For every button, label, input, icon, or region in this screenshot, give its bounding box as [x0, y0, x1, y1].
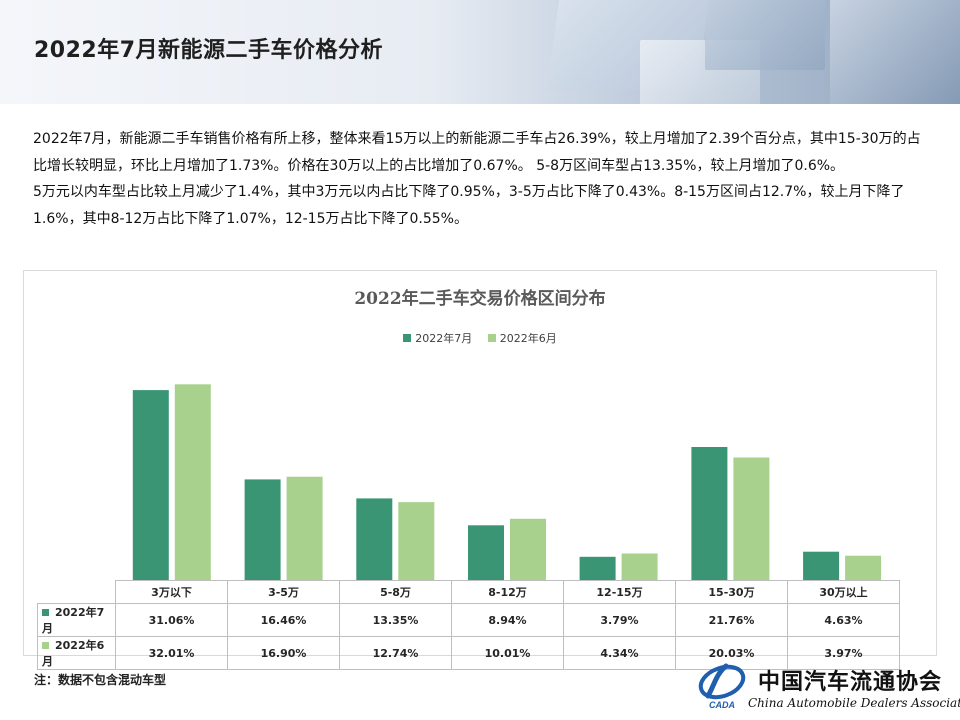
- data-label: 10.01%: [451, 636, 564, 670]
- chart-data-table: 3万以下 3-5万 5-8万 8-12万 12-15万 15-30万 30万以上…: [37, 580, 900, 670]
- footnote: 注：数据不包含混动车型: [34, 673, 167, 687]
- series-row-label: 2022年7月: [37, 603, 116, 637]
- data-label: 8.94%: [451, 603, 564, 637]
- bar-jul-1: [244, 479, 281, 580]
- data-label: 13.35%: [339, 603, 452, 637]
- series-key-jul: [42, 609, 49, 616]
- decorative-cube: [705, 0, 825, 70]
- table-row-jun: 2022年6月 32.01% 16.90% 12.74% 10.01% 4.34…: [37, 636, 900, 670]
- data-label: 12.74%: [339, 636, 452, 670]
- bar-jul-3: [468, 525, 504, 580]
- data-label: 16.46%: [227, 603, 340, 637]
- bar-jun-6: [845, 555, 882, 580]
- bar-jun-1: [286, 476, 323, 580]
- data-label: 4.63%: [787, 603, 900, 637]
- legend-item-jun: 2022年6月: [487, 330, 557, 346]
- category-label: 15-30万: [675, 580, 788, 604]
- paragraph: 5万元以内车型占比较上月减少了1.4%，其中3万元以内占比下降了0.95%，3-…: [33, 184, 905, 227]
- header-banner: [0, 0, 960, 104]
- bar-jun-0: [174, 384, 211, 580]
- data-label: 16.90%: [227, 636, 340, 670]
- legend-label-jul: 2022年7月: [415, 332, 473, 345]
- chart-legend: 2022年7月 2022年6月: [0, 330, 960, 346]
- category-label: 12-15万: [563, 580, 676, 604]
- decorative-cube: [830, 0, 960, 104]
- legend-swatch-jul: [403, 334, 412, 342]
- data-label: 32.01%: [115, 636, 228, 670]
- table-corner: [37, 580, 116, 604]
- analysis-text: 2022年7月，新能源二手车销售价格有所上移，整体来看15万以上的新能源二手车占…: [33, 126, 925, 232]
- series-key-jun: [42, 642, 49, 649]
- table-header-row: 3万以下 3-5万 5-8万 8-12万 12-15万 15-30万 30万以上: [37, 580, 900, 604]
- category-label: 30万以上: [787, 580, 900, 604]
- bar-jul-2: [356, 498, 393, 580]
- legend-label-jun: 2022年6月: [499, 332, 557, 345]
- data-label: 4.34%: [563, 636, 676, 670]
- category-label: 5-8万: [339, 580, 452, 604]
- logo-name-en: China Automobile Dealers Association: [748, 696, 960, 710]
- data-label: 3.97%: [787, 636, 900, 670]
- chart-title: 2022年二手车交易价格区间分布: [354, 289, 606, 309]
- bar-jun-5: [733, 457, 770, 580]
- series-name: 2022年6月: [42, 639, 105, 668]
- cada-logo: CADA 中国汽车流通协会 China Automobile Dealers A…: [696, 658, 960, 716]
- legend-item-jul: 2022年7月: [403, 330, 472, 346]
- category-label: 3万以下: [115, 580, 228, 604]
- bar-jul-5: [691, 447, 728, 580]
- paragraph: 2022年7月，新能源二手车销售价格有所上移，整体来看15万以上的新能源二手车占…: [33, 131, 921, 174]
- table-row-jul: 2022年7月 31.06% 16.46% 13.35% 8.94% 3.79%…: [37, 603, 900, 637]
- series-row-label: 2022年6月: [37, 636, 116, 670]
- cada-logo-mark-icon: CADA: [698, 663, 746, 710]
- legend-swatch-jun: [487, 334, 496, 342]
- bar-jun-4: [621, 553, 658, 580]
- bar-jun-2: [398, 502, 435, 580]
- bar-jul-6: [803, 551, 840, 580]
- data-label: 31.06%: [115, 603, 228, 637]
- bar-jul-4: [579, 556, 616, 580]
- logo-mark-text: CADA: [709, 700, 735, 710]
- bar-jul-0: [132, 390, 169, 580]
- data-label: 21.76%: [675, 603, 788, 637]
- data-label: 3.79%: [563, 603, 676, 637]
- series-name: 2022年7月: [42, 606, 105, 635]
- page-title: 2022年7月新能源二手车价格分析: [34, 38, 384, 63]
- bar-jun-3: [510, 518, 546, 580]
- logo-name-cn: 中国汽车流通协会: [758, 669, 943, 695]
- category-label: 8-12万: [451, 580, 564, 604]
- category-label: 3-5万: [227, 580, 340, 604]
